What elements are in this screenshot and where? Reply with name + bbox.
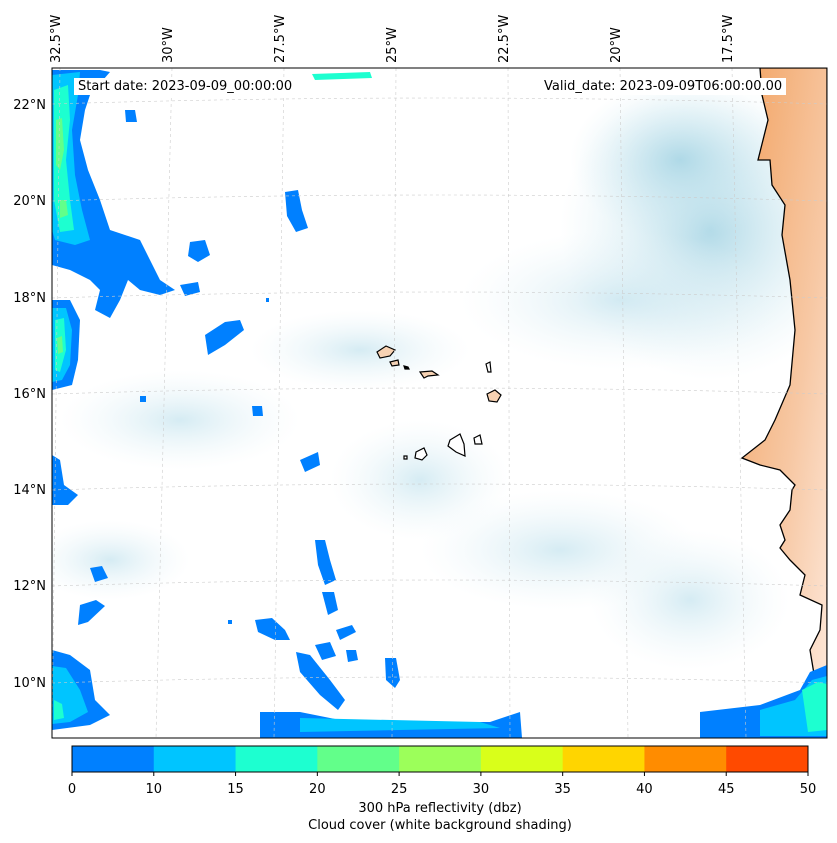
colorbar-segment — [726, 746, 809, 772]
map-frame — [51, 67, 828, 739]
latitude-label: 20°N — [13, 194, 46, 209]
colorbar-segment — [562, 746, 645, 772]
colorbar-segment — [235, 746, 318, 772]
latitude-label: 12°N — [13, 579, 46, 594]
map-area — [52, 68, 827, 738]
colorbar-tick-label: 10 — [145, 782, 163, 797]
colorbar — [71, 745, 809, 776]
colorbar-tick-label: 50 — [799, 782, 817, 797]
latitude-label: 14°N — [13, 483, 46, 498]
colorbar-segment — [399, 746, 482, 772]
gridlines — [52, 68, 827, 738]
colorbar-tick-label: 25 — [390, 782, 408, 797]
colorbar-segment — [72, 746, 155, 772]
latitude-label: 10°N — [13, 676, 46, 691]
colorbar-tick-label: 15 — [227, 782, 244, 797]
colorbar-sublabel: Cloud cover (white background shading) — [308, 818, 572, 833]
colorbar-tick-label: 35 — [554, 782, 571, 797]
reflectivity-contours-green — [56, 118, 68, 354]
colorbar-segment — [480, 746, 564, 772]
cloud-cover-shading — [52, 80, 827, 670]
colorbar-tick-label: 40 — [636, 782, 653, 797]
colorbar-label: 300 hPa reflectivity (dbz) — [358, 801, 522, 816]
latitude-label: 16°N — [13, 387, 46, 402]
colorbar-segment — [317, 746, 400, 772]
cape-verde-islands — [376, 345, 502, 461]
colorbar-tick-label: 30 — [472, 782, 490, 797]
colorbar-tick-label: 45 — [717, 782, 735, 797]
colorbar-tick-label: 0 — [67, 782, 77, 797]
latitude-label: 18°N — [13, 291, 46, 306]
africa-land — [740, 68, 827, 691]
colorbar-frame — [71, 745, 809, 773]
valid-date-label: Valid_date: 2023-09-09T06:00:00.00 — [540, 78, 787, 95]
colorbar-segment — [644, 746, 727, 772]
latitude-label: 22°N — [13, 98, 46, 113]
start-date-label: Start date: 2023-09-09_00:00:00 — [74, 78, 297, 95]
colorbar-tick-label: 20 — [309, 782, 326, 797]
colorbar-segment — [153, 746, 237, 772]
